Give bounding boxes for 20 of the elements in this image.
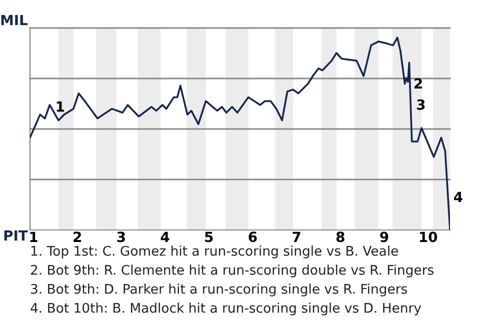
x-tick-label: 8	[336, 232, 344, 242]
text: PIT	[4, 230, 28, 241]
x-tick-label: 10	[420, 232, 438, 242]
x-tick-label: 6	[248, 232, 257, 242]
text: 3. Bot 9th: D. Parker hit a run-scoring single vs R. Fingers	[31, 284, 407, 296]
annotation: 4	[454, 192, 462, 202]
x-tick-label: 5	[205, 232, 213, 242]
x-tick-label: 3	[117, 232, 125, 242]
x-tick-label: 2	[74, 232, 81, 242]
text: MIL	[1, 14, 28, 26]
x-tick-label: 1	[30, 232, 38, 242]
text: 2. Bot 9th: R. Clemente hit a run-scoring double vs R. Fingers	[30, 264, 434, 278]
annotation: 1	[56, 101, 64, 112]
x-tick-label: 7	[292, 232, 300, 242]
annotation: 3	[417, 99, 425, 110]
x-tick-label: 9	[380, 232, 388, 242]
annotation: 2	[414, 78, 422, 88]
text: 4. Bot 10th: B. Madlock hit a run-scoring single vs D. Henry	[30, 302, 422, 316]
x-tick-label: 4	[160, 232, 170, 242]
text: 1. Top 1st: C. Gomez hit a run-scoring single vs B. Veale	[31, 246, 398, 258]
